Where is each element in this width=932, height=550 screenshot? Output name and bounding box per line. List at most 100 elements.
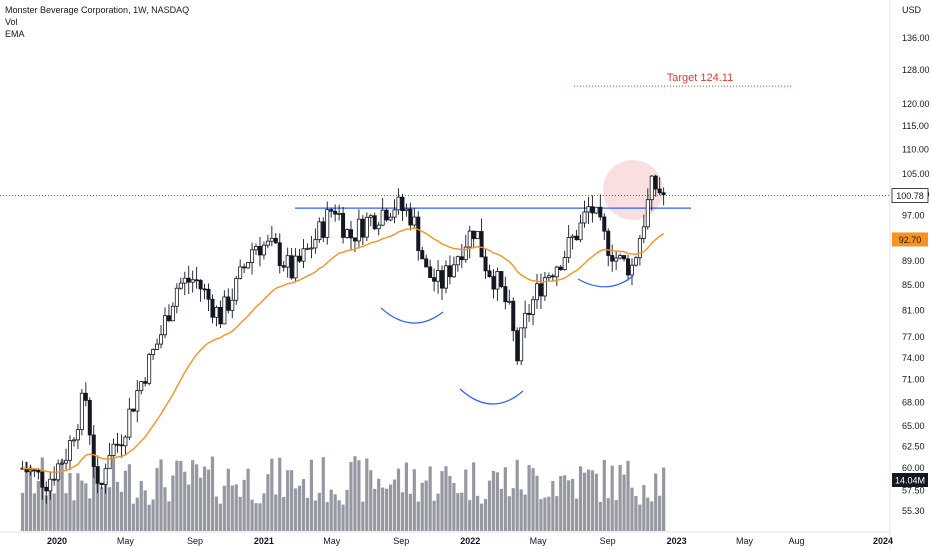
ema-value-tag: 92.70 [899, 235, 922, 245]
volume-bar [36, 480, 40, 531]
volume-bar [598, 501, 602, 531]
volume-bar [440, 471, 444, 531]
candle-body [68, 440, 73, 461]
candle-body [206, 288, 211, 300]
breakout-highlight [603, 160, 663, 220]
volume-bar [230, 485, 234, 531]
x-tick-label: Sep [393, 536, 409, 546]
volume-bar [400, 492, 405, 531]
volume-bar [511, 488, 515, 531]
candle-body [230, 299, 235, 311]
volume-bar [424, 480, 428, 531]
volume-bar [131, 503, 135, 531]
volume-bar [563, 475, 567, 531]
x-tick-label: 2024 [873, 536, 893, 546]
volume-bar [515, 459, 519, 531]
x-tick-label: Sep [187, 536, 203, 546]
candle-body [368, 215, 373, 218]
y-tick-label: 74.00 [902, 353, 925, 363]
volume-bar [567, 480, 571, 531]
volume-bar [214, 496, 219, 531]
volume-bar [274, 494, 278, 531]
candle-body [36, 469, 41, 473]
volume-bar [349, 462, 353, 531]
y-tick-label: 89.00 [902, 256, 925, 266]
candle-body [483, 256, 488, 272]
volume-bar [151, 499, 155, 531]
candle-body [40, 471, 45, 488]
volume-bar [127, 464, 131, 531]
volume-bar [476, 495, 480, 531]
y-tick-label: 62.50 [902, 442, 925, 452]
candle-body [95, 466, 100, 484]
candle-body [578, 222, 583, 241]
candle-body [491, 276, 496, 290]
volume-bar [183, 471, 187, 531]
candle-body [451, 264, 456, 278]
volume-bar [313, 500, 317, 531]
candle-body [293, 255, 298, 279]
volume-bar [428, 466, 432, 531]
candle-body [380, 209, 385, 226]
candle-body [661, 192, 666, 196]
volume-bar [392, 479, 397, 531]
volume-bar [396, 468, 401, 531]
candle-body [127, 408, 132, 438]
volume-bar [658, 495, 662, 531]
volume-bar [586, 469, 591, 531]
volume-bar [531, 468, 535, 531]
candle-body [447, 265, 452, 278]
candle-body [404, 208, 409, 212]
volume-bar [297, 485, 302, 531]
volume-bar [60, 459, 64, 531]
legend-vol: Vol [5, 17, 18, 27]
last-price-tag: 100.78 [896, 191, 924, 201]
volume-value-tag: 14.04M [895, 476, 925, 486]
volume-bar [448, 475, 452, 531]
last-price-tag-border [891, 188, 929, 203]
candle-body [503, 286, 508, 303]
candle-body [376, 224, 381, 230]
volume-bar [487, 480, 492, 531]
candle-body [111, 443, 116, 456]
candle-body [218, 307, 223, 325]
volume-bar [527, 465, 531, 531]
candle-body [574, 235, 579, 241]
candle-body [475, 231, 480, 240]
volume-bar [100, 487, 104, 531]
volume-bar [329, 489, 333, 531]
volume-bar [325, 502, 329, 531]
candle-body [313, 239, 318, 249]
candle-body [234, 277, 239, 301]
candle-body [309, 247, 314, 250]
y-tick-label: 71.00 [902, 375, 925, 385]
x-tick-label: 2023 [667, 536, 687, 546]
volume-bar [385, 488, 389, 531]
candle-body [305, 247, 310, 250]
volume-bar [143, 490, 147, 531]
volume-bar [555, 496, 559, 531]
volume-bar [408, 493, 412, 531]
volume-bar [499, 488, 503, 531]
y-tick-label: 65.00 [902, 421, 925, 431]
left-shoulder-arc [380, 307, 444, 324]
candle-body [250, 249, 255, 263]
volume-bar [163, 487, 167, 531]
candle-body [182, 277, 187, 284]
y-tick-label: 60.00 [902, 463, 925, 473]
volume-bar [420, 482, 424, 531]
candle-body [273, 237, 278, 244]
volume-bar [373, 488, 377, 531]
candle-body [123, 436, 128, 447]
volume-bar [578, 466, 583, 531]
candle-body [79, 392, 84, 430]
x-tick-label: May [736, 536, 754, 546]
volume-bar [610, 465, 614, 531]
target-label: Target 124.11 [667, 72, 733, 84]
volume-bar [353, 456, 357, 531]
y-tick-label: 105.00 [902, 169, 930, 179]
y-tick-label: 115.00 [902, 121, 929, 131]
volume-bar [254, 503, 258, 531]
candle-body [622, 255, 627, 260]
